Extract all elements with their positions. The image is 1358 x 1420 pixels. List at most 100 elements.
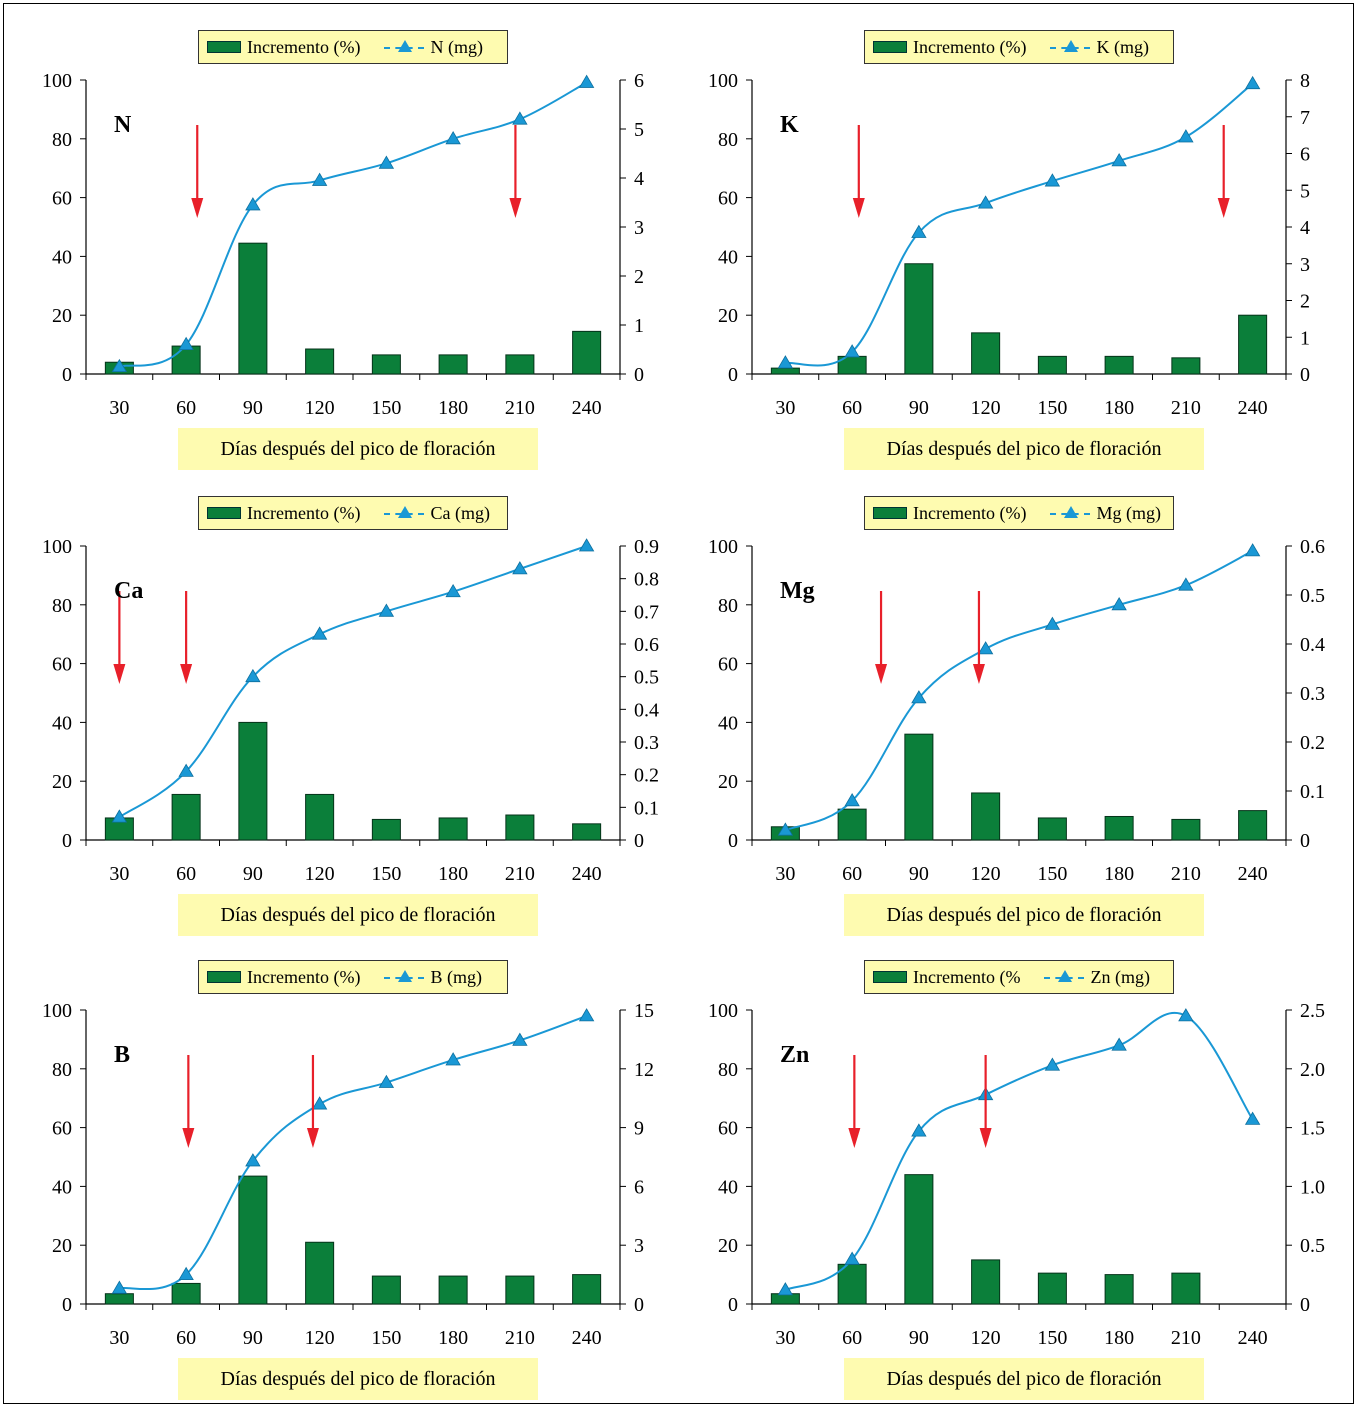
right-tick-label: 0.3 — [1300, 683, 1325, 705]
left-tick-label: 60 — [718, 1118, 738, 1140]
x-tick-label: 150 — [1037, 397, 1067, 419]
line-marker-90 — [245, 197, 261, 211]
legend-bar-label: Incremento (%) — [247, 966, 361, 987]
left-tick-label: 80 — [52, 129, 72, 151]
right-tick-label: 4 — [1300, 217, 1310, 239]
bar-210 — [505, 354, 535, 375]
x-axis-title: Días después del pico de floración — [178, 894, 538, 936]
left-tick-label: 40 — [718, 712, 738, 734]
bar-30 — [104, 1293, 134, 1305]
chart-panel-zn: Incremento (% Zn (mg) 0 20 40 60 80 100 0 0.5 1.0 1… — [674, 958, 1344, 1420]
line-marker-210 — [512, 561, 528, 575]
x-tick-label: 60 — [176, 863, 196, 885]
legend-bar-swatch — [873, 41, 907, 53]
chart-svg-mg: 0 20 40 60 80 100 0 0.1 0.2 0.3 0.4 0.5 0.6 30 60 90 120… — [708, 536, 1325, 885]
left-tick-label: 100 — [708, 536, 738, 558]
legend-line-label: Mg (mg) — [1096, 502, 1161, 523]
x-tick-label: 120 — [305, 1327, 335, 1349]
right-tick-label: 3 — [634, 1235, 644, 1257]
line-marker-30 — [111, 358, 128, 373]
line-marker-240 — [1244, 1111, 1261, 1125]
nutrient-label-zn: Zn — [780, 1042, 809, 1068]
x-tick-label: 180 — [438, 397, 468, 419]
left-tick-label: 60 — [718, 654, 738, 676]
right-tick-label: 0 — [634, 364, 644, 386]
bar-90 — [238, 242, 268, 375]
line-marker-30 — [111, 809, 128, 823]
series-line — [784, 550, 1254, 832]
bar-210 — [1171, 357, 1201, 375]
legend-line-swatch — [384, 970, 425, 984]
line-marker-210 — [1178, 577, 1194, 591]
line-marker-210 — [1178, 1008, 1194, 1022]
bar-180 — [1104, 1274, 1134, 1305]
legend-line-label: B (mg) — [430, 966, 482, 987]
line-marker-180 — [1111, 1037, 1127, 1051]
right-tick-label: 0.9 — [634, 536, 659, 558]
right-tick-label: 0 — [1300, 830, 1310, 852]
right-tick-label: 15 — [634, 1000, 654, 1022]
bar-240 — [1238, 810, 1268, 841]
bar-240 — [572, 1274, 602, 1305]
left-tick-label: 60 — [52, 1118, 72, 1140]
x-tick-label: 120 — [971, 863, 1001, 885]
x-tick-label: 180 — [1104, 1327, 1134, 1349]
bar-30 — [770, 367, 800, 375]
x-axis-title: Días después del pico de floración — [844, 1358, 1204, 1400]
bar-120 — [971, 1259, 1001, 1305]
chart-svg-n: 0 20 40 60 80 100 0 1 2 3 4 5 6 30 60 90 120 150 180 210 240… — [42, 70, 644, 419]
right-tick-label: 5 — [1300, 180, 1310, 202]
legend-line-swatch — [1050, 40, 1091, 54]
left-tick-label: 60 — [52, 654, 72, 676]
legend-ca: Incremento (%) Ca (mg) — [198, 496, 508, 530]
legend-line-swatch — [384, 506, 425, 520]
legend-line-swatch — [1044, 970, 1085, 984]
bar-90 — [904, 263, 934, 375]
x-tick-label: 180 — [438, 863, 468, 885]
left-tick-label: 40 — [718, 1176, 738, 1198]
legend-bar-swatch — [207, 41, 241, 53]
chart-svg-k: 0 20 40 60 80 100 0 1 2 3 4 5 6 7 8 30 60 90 120 150 180 210 2… — [708, 70, 1310, 419]
legend-bar-label: Incremento (%) — [247, 502, 361, 523]
x-tick-label: 120 — [971, 397, 1001, 419]
chart-panel-ca: Incremento (%) Ca (mg) 0 20 40 60 80 100 0 0.1 0.2… — [8, 494, 678, 956]
line-marker-120 — [311, 1096, 328, 1110]
right-tick-label: 2.5 — [1300, 1000, 1325, 1022]
line-marker-150 — [1044, 1057, 1061, 1071]
legend-line-swatch — [384, 40, 425, 54]
x-tick-label: 150 — [371, 397, 401, 419]
right-tick-label: 0.2 — [1300, 732, 1325, 754]
line-marker-240 — [1244, 75, 1261, 90]
left-tick-label: 80 — [718, 595, 738, 617]
red-arrow — [1217, 125, 1230, 218]
x-tick-label: 240 — [572, 863, 602, 885]
legend-zn: Incremento (% Zn (mg) — [864, 960, 1174, 994]
x-tick-label: 90 — [243, 397, 263, 419]
line-marker-240 — [578, 1008, 595, 1022]
bar-150 — [371, 354, 401, 375]
line-marker-90 — [911, 690, 927, 704]
series-line — [785, 82, 1254, 367]
right-tick-label: 0.4 — [634, 699, 659, 721]
series-line — [784, 1011, 1254, 1291]
x-tick-label: 240 — [572, 397, 602, 419]
line-marker-240 — [578, 74, 595, 88]
left-tick-label: 20 — [52, 771, 72, 793]
left-tick-label: 100 — [42, 70, 72, 92]
x-tick-label: 30 — [109, 1327, 129, 1349]
x-axis-title: Días después del pico de floración — [178, 1358, 538, 1400]
x-tick-label: 60 — [842, 863, 862, 885]
right-tick-label: 1.0 — [1300, 1176, 1325, 1198]
x-tick-label: 210 — [1171, 397, 1201, 419]
line-marker-120 — [311, 172, 328, 186]
line-marker-180 — [1111, 597, 1127, 611]
line-marker-90 — [911, 224, 927, 238]
left-tick-label: 100 — [708, 70, 738, 92]
right-tick-label: 6 — [634, 70, 644, 92]
line-marker-150 — [378, 155, 395, 169]
x-tick-label: 120 — [305, 863, 335, 885]
line-marker-60 — [178, 763, 194, 777]
bar-90 — [904, 733, 934, 841]
legend-bar-label: Incremento (%) — [913, 36, 1027, 57]
